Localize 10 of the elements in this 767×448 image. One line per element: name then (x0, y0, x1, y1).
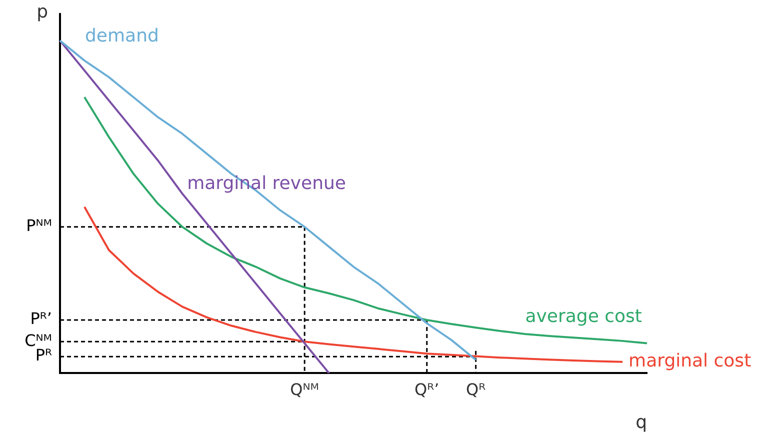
x-tick-label: Qᴿ (466, 380, 486, 399)
series-label: marginal cost (628, 350, 752, 372)
series-label: average cost (525, 306, 642, 327)
series-label: Pᴿ’ (30, 309, 52, 328)
x-tick-label: Qᴺᴹ (290, 380, 319, 399)
series-label: Pᴺᴹ (26, 216, 52, 236)
series-label: demand (85, 25, 159, 46)
x-axis-title: q (636, 412, 647, 433)
y-axis-title: p (36, 2, 48, 23)
x-tick-label: Qᴿ’ (414, 380, 440, 399)
